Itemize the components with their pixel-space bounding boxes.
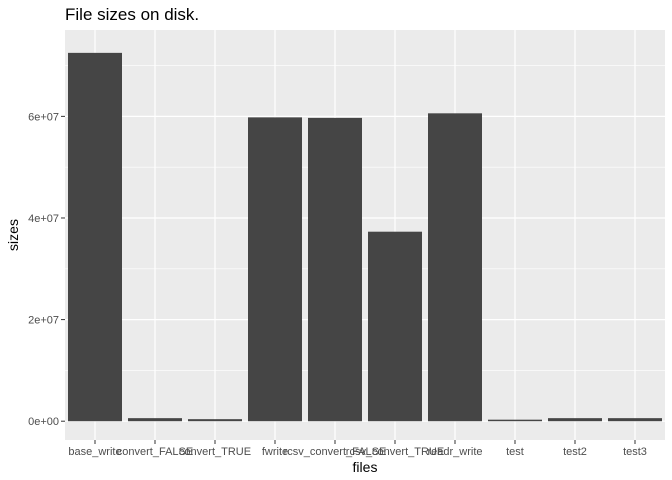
x-axis-title: files bbox=[353, 459, 378, 475]
bar-test bbox=[488, 419, 542, 422]
y-tick-label: 2e+07 bbox=[28, 315, 59, 327]
bar-convert_TRUE bbox=[188, 419, 242, 422]
x-tick-label: test3 bbox=[623, 446, 647, 458]
x-tick-label: rcsv_convert_TRUE bbox=[346, 446, 444, 458]
bar-test2 bbox=[548, 418, 602, 422]
chart-title: File sizes on disk. bbox=[65, 5, 199, 24]
y-tick-label: 6e+07 bbox=[28, 111, 59, 123]
bar-rcsv_convert_TRUE bbox=[368, 231, 422, 422]
y-tick-label: 4e+07 bbox=[28, 213, 59, 225]
bar-fwrite bbox=[248, 117, 302, 422]
bar-readr_write bbox=[428, 113, 482, 422]
x-tick-label: convert_TRUE bbox=[179, 446, 251, 458]
x-tick-label: base_write bbox=[68, 446, 121, 458]
x-tick-label: rcsv_convert_FALSE bbox=[284, 446, 387, 458]
y-axis-title: sizes bbox=[5, 219, 21, 251]
x-tick-label: readr_write bbox=[427, 446, 482, 458]
bar-test3 bbox=[608, 418, 662, 422]
bar-base_write bbox=[68, 52, 122, 422]
x-tick-label: convert_FALSE bbox=[117, 446, 193, 458]
y-axis: 0e+00 2e+07 4e+07 6e+07 bbox=[28, 111, 65, 428]
x-tick-label: test bbox=[506, 446, 524, 458]
x-tick-label: test2 bbox=[563, 446, 587, 458]
grid-minor bbox=[65, 65, 665, 371]
bars bbox=[68, 52, 662, 422]
plot-panel bbox=[65, 30, 665, 440]
y-tick-label: 0e+00 bbox=[28, 416, 59, 428]
bar-convert_FALSE bbox=[128, 418, 182, 422]
bar-rcsv_convert_FALSE bbox=[308, 117, 362, 422]
x-tick-label: fwrite bbox=[262, 446, 288, 458]
